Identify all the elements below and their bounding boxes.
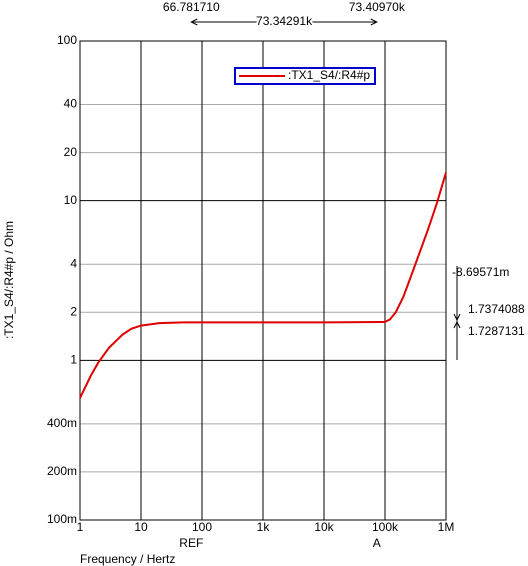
cursor-x-label: 66.781710 bbox=[163, 0, 220, 14]
y-tick-label: 20 bbox=[64, 145, 78, 159]
x-tick-label: 1 bbox=[77, 520, 84, 534]
x-tick-label: 1M bbox=[438, 520, 455, 534]
y-tick-label: 4 bbox=[70, 256, 77, 270]
x-tick-label: 100k bbox=[372, 520, 399, 534]
y-tick-label: 400m bbox=[47, 416, 77, 430]
y-tick-label: 1 bbox=[70, 353, 77, 367]
plot-frame bbox=[79, 40, 447, 521]
x-axis-label: Frequency / Hertz bbox=[80, 552, 175, 566]
y-tick-label: 100 bbox=[57, 33, 77, 47]
arrow-head bbox=[453, 313, 461, 329]
cursor-x-label: 73.40970k bbox=[349, 0, 406, 14]
x-tick-label: 100 bbox=[192, 520, 212, 534]
y-tick-label: 100m bbox=[47, 512, 77, 526]
y-tick-label: 40 bbox=[64, 97, 78, 111]
y-tick-label: 10 bbox=[64, 193, 78, 207]
cursor-name: A bbox=[373, 536, 381, 550]
x-tick-label: 10 bbox=[134, 520, 148, 534]
cursor-delta-x-label: 73.34291k bbox=[256, 14, 313, 28]
cursor-value-label: 1.7374088 bbox=[468, 302, 525, 316]
legend-label: :TX1_S4/:R4#p bbox=[288, 68, 370, 82]
arrow-head bbox=[190, 18, 378, 26]
x-tick-label: 10k bbox=[314, 520, 334, 534]
x-tick-label: 1k bbox=[257, 520, 271, 534]
y-tick-label: 2 bbox=[70, 304, 77, 318]
cursor-value-label: 1.7287131 bbox=[468, 324, 525, 338]
line-series bbox=[79, 172, 447, 399]
cursor-name: REF bbox=[179, 536, 203, 550]
y-axis-label: :TX1_S4/:R4#p / Ohm bbox=[2, 221, 16, 339]
y-tick-label: 200m bbox=[47, 464, 77, 478]
legend-box bbox=[234, 67, 376, 85]
cursor-delta-y-label: -8.69571m bbox=[452, 265, 509, 279]
